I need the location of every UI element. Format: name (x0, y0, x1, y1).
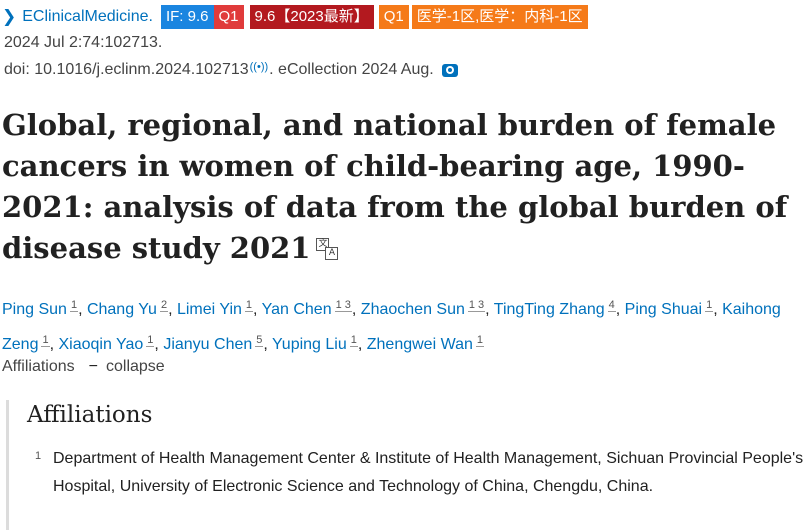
author-separator: , (168, 301, 177, 318)
article-title: Global, regional, and national burden of… (2, 105, 792, 269)
author-separator: , (357, 336, 367, 353)
author-entry: TingTing Zhang 4 (493, 299, 616, 318)
affiliations-heading: Affiliations (27, 402, 153, 428)
impact-factor-badge: IF: 9.6 (160, 5, 214, 29)
author-affiliation-ref[interactable]: 4 (607, 299, 616, 312)
author-separator: , (263, 336, 272, 353)
author-name[interactable]: Limei Yin (176, 301, 242, 318)
author-name[interactable]: Jianyu Chen (163, 336, 253, 353)
author-separator: , (615, 301, 625, 318)
author-name[interactable]: TingTing Zhang (493, 301, 605, 318)
cas-zone-badge: 医学-1区,医学：内科-1区 (411, 5, 588, 29)
author-affiliation-ref[interactable]: 1 (475, 334, 484, 347)
author-separator: , (253, 301, 262, 318)
ranking-badge: 9.6【2023最新】 (249, 5, 374, 29)
broadcast-icon: ((•)) (249, 61, 269, 73)
author-separator: , (154, 336, 164, 353)
author-entry: Ping Shuai 1 (624, 299, 714, 318)
journal-name[interactable]: EClinicalMedicine. (22, 8, 153, 25)
quartile-badge: Q1 (213, 5, 244, 29)
author-name[interactable]: Ping Shuai (624, 301, 703, 318)
author-entry: Zhengwei Wan 1 (366, 334, 484, 353)
author-entry: Ping Sun 1 (2, 299, 79, 318)
author-name[interactable]: Ping Sun (2, 301, 67, 318)
author-affiliation-ref[interactable]: 1 (41, 334, 50, 347)
journal-line: ❯ EClinicalMedicine. IF: 9.6 Q1 9.6【2023… (0, 4, 588, 30)
doi-line: doi: 10.1016/j.eclinm.2024.102713 ((•)) … (4, 61, 458, 79)
publication-date: 2024 Jul 2:74:102713. (4, 34, 163, 51)
author-name[interactable]: Xiaoqin Yao (58, 336, 144, 353)
affiliations-toggle: Affiliations − collapse (2, 358, 165, 376)
author-entry: Kaihong Zeng 1 (2, 301, 781, 353)
author-separator: , (713, 301, 723, 318)
author-separator: , (351, 301, 361, 318)
author-affiliation-ref[interactable]: 5 (255, 334, 264, 347)
author-name[interactable]: Yan Chen (261, 301, 332, 318)
author-entry: Chang Yu 2 (86, 299, 169, 318)
chevron-right-icon: ❯ (2, 7, 17, 26)
author-name[interactable]: Zhaochen Sun (360, 301, 465, 318)
author-name[interactable]: Yuping Liu (272, 336, 347, 353)
author-name[interactable]: Kaihong Zeng (2, 301, 781, 353)
affiliations-panel: Affiliations 1 Department of Health Mana… (6, 400, 806, 530)
author-affiliation-ref[interactable]: 1 3 (467, 299, 486, 312)
author-separator: , (485, 301, 494, 318)
author-entry: Limei Yin 1 (176, 299, 254, 318)
author-separator: , (78, 301, 87, 318)
author-affiliation-ref[interactable]: 1 (705, 299, 714, 312)
author-entry: Xiaoqin Yao 1 (58, 334, 155, 353)
ecollection-text: . eCollection 2024 Aug. (269, 61, 434, 78)
journal-link[interactable]: ❯ EClinicalMedicine. (0, 7, 153, 27)
collapse-link[interactable]: collapse (105, 358, 165, 375)
affiliations-label: Affiliations (2, 358, 75, 375)
author-affiliation-ref[interactable]: 1 (349, 334, 358, 347)
author-affiliation-ref[interactable]: 1 (244, 299, 254, 312)
author-affiliation-ref[interactable]: 1 (69, 299, 79, 312)
author-entry: Zhaochen Sun 1 3 (360, 299, 486, 318)
quartile-badge-secondary: Q1 (378, 5, 409, 29)
article-title-text: Global, regional, and national burden of… (2, 108, 788, 265)
author-entry: Jianyu Chen 5 (163, 334, 264, 353)
author-affiliation-ref[interactable]: 1 (146, 334, 155, 347)
affiliation-text: Department of Health Management Center &… (53, 450, 804, 495)
affiliation-number: 1 (35, 450, 42, 462)
author-affiliation-ref[interactable]: 2 (159, 299, 169, 312)
author-entry: Yuping Liu 1 (272, 334, 358, 353)
author-entry: Yan Chen 1 3 (261, 299, 352, 318)
camera-icon[interactable] (441, 63, 458, 77)
author-name[interactable]: Chang Yu (86, 301, 157, 318)
author-name[interactable]: Zhengwei Wan (366, 336, 473, 353)
author-separator: , (49, 336, 59, 353)
doi-text[interactable]: doi: 10.1016/j.eclinm.2024.102713 (4, 61, 249, 78)
author-list: Ping Sun 1, Chang Yu 2, Limei Yin 1, Yan Ch… (2, 290, 802, 360)
minus-icon[interactable]: − (88, 358, 98, 375)
author-affiliation-ref[interactable]: 1 3 (334, 299, 352, 312)
